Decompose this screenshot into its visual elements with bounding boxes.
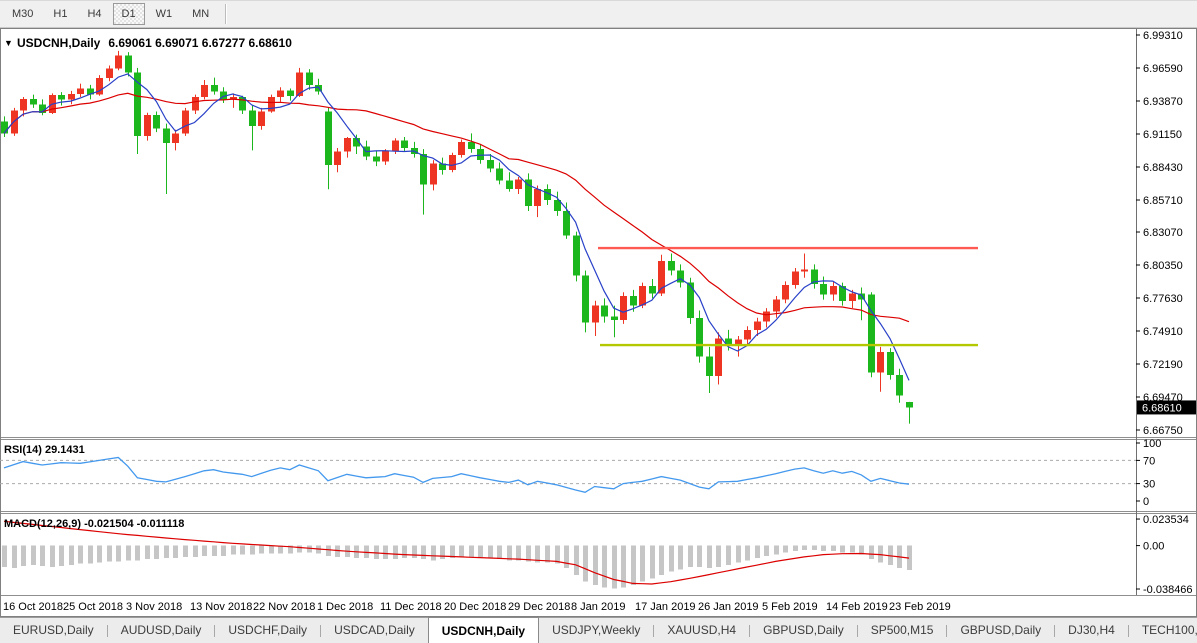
svg-text:26 Jan 2019: 26 Jan 2019: [698, 601, 759, 613]
svg-text:11 Dec 2018: 11 Dec 2018: [380, 601, 442, 613]
chart-tab-audusd-daily[interactable]: AUDUSD,Daily: [120, 623, 202, 637]
tab-separator: [749, 624, 751, 637]
chart-tab-usdchf-daily[interactable]: USDCHF,Daily: [228, 623, 308, 637]
svg-text:22 Nov 2018: 22 Nov 2018: [253, 601, 315, 613]
svg-text:0.00: 0.00: [1143, 541, 1164, 553]
svg-text:6.99310: 6.99310: [1143, 30, 1183, 42]
tab-separator: [214, 624, 216, 637]
svg-text:6.80350: 6.80350: [1143, 260, 1183, 272]
svg-text:6.74910: 6.74910: [1143, 326, 1183, 338]
svg-text:5 Feb 2019: 5 Feb 2019: [762, 601, 818, 613]
price-pane: [1, 50, 978, 424]
svg-text:6.96590: 6.96590: [1143, 63, 1183, 75]
tab-separator: [320, 624, 322, 637]
chart-tab-bar: EURUSD,Daily AUDUSD,Daily USDCHF,Daily USDC…: [0, 617, 1197, 643]
chart-tab-xauusd-h4[interactable]: XAUUSD,H4: [667, 623, 737, 637]
svg-text:100: 100: [1143, 438, 1161, 450]
tab-separator: [856, 624, 858, 637]
svg-text:0: 0: [1143, 496, 1149, 508]
chart-window: ▼ USDCNH,Daily 6.69061 6.69071 6.67277 6.6…: [0, 28, 1197, 617]
ma-fast-line: [3, 73, 910, 381]
chart-tab-tech100-h[interactable]: TECH100,H: [1141, 623, 1197, 637]
svg-text:6.77630: 6.77630: [1143, 293, 1183, 305]
chart-tab-gbpusd-daily[interactable]: GBPUSD,Daily: [960, 623, 1042, 637]
rsi-line: [3, 456, 910, 493]
chart-tab-usdcad-daily[interactable]: USDCAD,Daily: [334, 623, 415, 637]
chart-tab-sp500-m15[interactable]: SP500,M15: [870, 623, 934, 637]
svg-text:1 Dec 2018: 1 Dec 2018: [317, 601, 373, 613]
timeframe-button-d1[interactable]: D1: [112, 3, 145, 25]
tab-separator: [653, 624, 655, 637]
chart-tab-eurusd-daily[interactable]: EURUSD,Daily: [13, 623, 94, 637]
timeframe-button-h1[interactable]: H1: [53, 8, 68, 20]
date-axis: 16 Oct 2018 25 Oct 2018 3 Nov 2018 13 Nov 2…: [3, 601, 951, 613]
tab-separator: [1054, 624, 1056, 637]
timeframe-toolbar: M30 H1 H4 D1 W1 MN: [0, 0, 1197, 28]
timeframe-button-h4[interactable]: H4: [87, 8, 102, 20]
svg-text:6.91150: 6.91150: [1143, 129, 1182, 141]
svg-text:70: 70: [1143, 455, 1155, 467]
current-price-badge: 6.68610: [1137, 400, 1196, 415]
chart-tab-usdjpy-weekly[interactable]: USDJPY,Weekly: [552, 623, 641, 637]
svg-text:20 Dec 2018: 20 Dec 2018: [444, 601, 506, 613]
tab-separator: [106, 624, 108, 637]
svg-text:-0.038466: -0.038466: [1143, 584, 1193, 596]
chart-tab-usdcnh-daily[interactable]: USDCNH,Daily: [427, 617, 540, 643]
svg-text:14 Feb 2019: 14 Feb 2019: [826, 601, 888, 613]
tab-separator: [1127, 624, 1129, 637]
svg-text:13 Nov 2018: 13 Nov 2018: [190, 601, 252, 613]
chart-canvas[interactable]: ▼ USDCNH,Daily 6.69061 6.69071 6.67277 6.6…: [0, 28, 1197, 617]
svg-text:8 Jan 2019: 8 Jan 2019: [571, 601, 625, 613]
macd-pane: MACD(12,26,9) -0.021504 -0.011118 0.02353…: [2, 514, 1193, 596]
chart-tab-dj30-h4[interactable]: DJ30,H4: [1068, 623, 1115, 637]
svg-text:6.72190: 6.72190: [1143, 359, 1183, 371]
timeframe-button-w1[interactable]: W1: [155, 8, 173, 20]
svg-text:23 Feb 2019: 23 Feb 2019: [889, 601, 951, 613]
svg-text:6.85710: 6.85710: [1143, 195, 1183, 207]
svg-text:30: 30: [1143, 479, 1155, 491]
timeframe-button-m30[interactable]: M30: [12, 8, 34, 20]
rsi-label: RSI(14) 29.1431: [4, 444, 85, 456]
svg-text:29 Dec 2018: 29 Dec 2018: [508, 601, 570, 613]
macd-signal-line: [3, 520, 910, 585]
symbol-dropdown-icon[interactable]: ▼: [4, 38, 13, 48]
macd-label: MACD(12,26,9) -0.021504 -0.011118: [4, 518, 184, 530]
timeframe-button-mn[interactable]: MN: [192, 8, 210, 20]
chart-tab-gbpusd-daily[interactable]: GBPUSD,Daily: [763, 623, 844, 637]
svg-text:25 Oct 2018: 25 Oct 2018: [63, 601, 123, 613]
candles-layer: [1, 50, 913, 424]
toolbar-separator: [225, 4, 228, 24]
svg-text:6.83070: 6.83070: [1143, 227, 1183, 239]
tab-separator: [946, 624, 948, 637]
svg-text:6.93870: 6.93870: [1143, 96, 1183, 108]
svg-text:6.88430: 6.88430: [1143, 162, 1183, 174]
svg-text:6.66750: 6.66750: [1143, 425, 1183, 437]
svg-text:3 Nov 2018: 3 Nov 2018: [126, 601, 182, 613]
svg-text:17 Jan 2019: 17 Jan 2019: [635, 601, 696, 613]
rsi-pane: RSI(14) 29.1431 100 70 30 0: [0, 438, 1161, 508]
svg-text:0.023534: 0.023534: [1143, 514, 1189, 526]
svg-text:16 Oct 2018: 16 Oct 2018: [3, 601, 63, 613]
chart-title: ▼ USDCNH,Daily 6.69061 6.69071 6.67277 6.6…: [4, 36, 292, 50]
svg-text:6.68610: 6.68610: [1142, 402, 1182, 414]
